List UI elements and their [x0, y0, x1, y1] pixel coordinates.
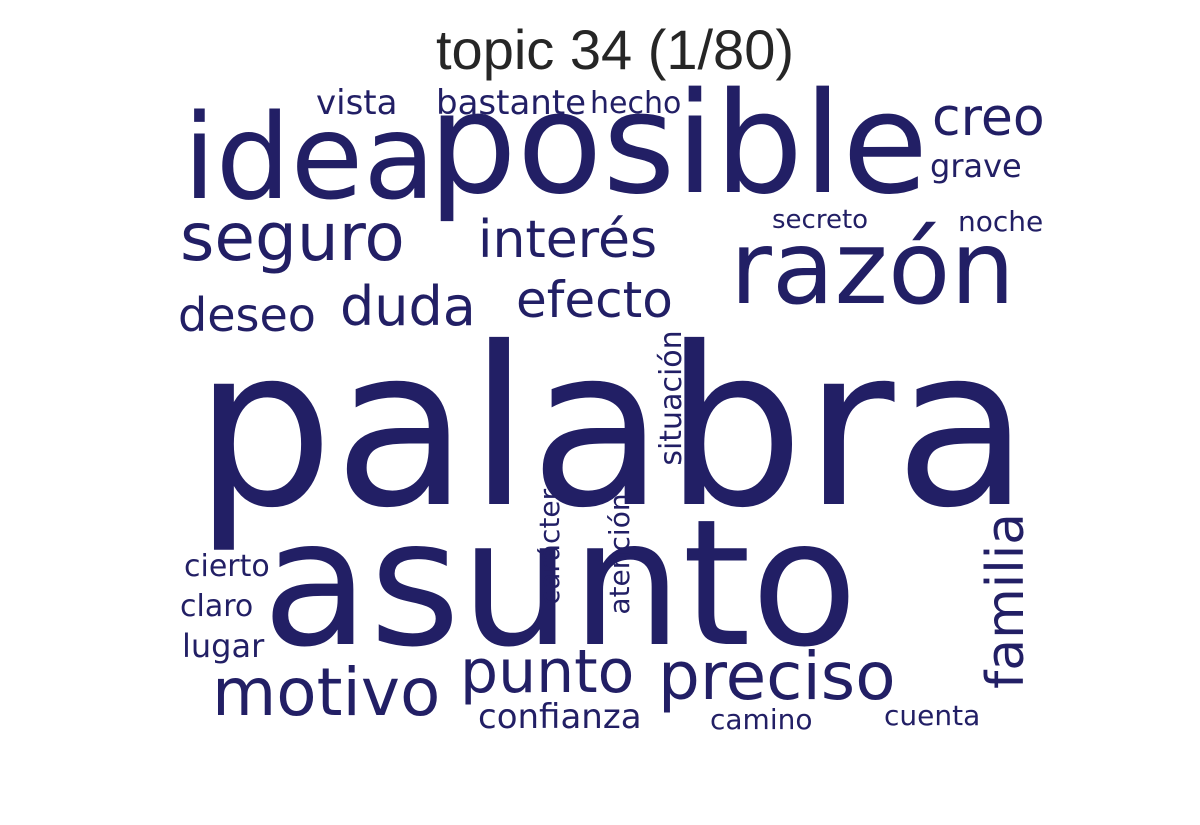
word-interes: interés: [478, 210, 658, 270]
word-efecto: efecto: [516, 271, 673, 329]
word-duda: duda: [340, 275, 476, 338]
word-punto: punto: [460, 637, 635, 707]
word-noche: noche: [958, 205, 1044, 238]
word-situacion: situación: [654, 330, 689, 466]
word-confianza: confianza: [478, 697, 642, 737]
word-posible: posible: [428, 63, 929, 226]
word-lugar: lugar: [182, 627, 265, 665]
cloud-title: topic 34 (1/80): [436, 18, 794, 81]
word-hecho: hecho: [590, 86, 682, 121]
word-vista: vista: [316, 83, 398, 123]
word-idea: idea: [183, 88, 436, 226]
word-atencion: atención: [603, 493, 636, 615]
word-razon: razón: [730, 209, 1016, 328]
word-camino: camino: [710, 703, 813, 736]
word-preciso: preciso: [658, 638, 896, 715]
word-cierto: cierto: [184, 549, 270, 584]
word-creo: creo: [932, 88, 1045, 148]
word-cuenta: cuenta: [884, 699, 981, 732]
word-asunto: asunto: [262, 483, 858, 686]
word-claro: claro: [180, 589, 254, 624]
word-deseo: deseo: [178, 288, 316, 342]
word-seguro: seguro: [180, 199, 405, 276]
word-motivo: motivo: [212, 654, 441, 731]
word-grave: grave: [930, 147, 1022, 185]
word-caracter: carácter: [533, 488, 566, 606]
word-familia: familia: [976, 512, 1036, 690]
word-secreto: secreto: [772, 205, 869, 235]
word-bastante: bastante: [436, 83, 587, 123]
word-palabra: palabra: [194, 300, 1030, 556]
